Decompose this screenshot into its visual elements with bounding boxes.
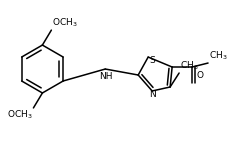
- Text: OCH$_3$: OCH$_3$: [7, 109, 32, 121]
- Text: OCH$_3$: OCH$_3$: [52, 17, 78, 29]
- Text: O: O: [196, 70, 203, 80]
- Text: N: N: [149, 90, 156, 99]
- Text: CH$_3$: CH$_3$: [180, 59, 199, 72]
- Text: CH$_3$: CH$_3$: [209, 50, 228, 62]
- Text: S: S: [149, 56, 155, 65]
- Text: NH: NH: [99, 72, 113, 81]
